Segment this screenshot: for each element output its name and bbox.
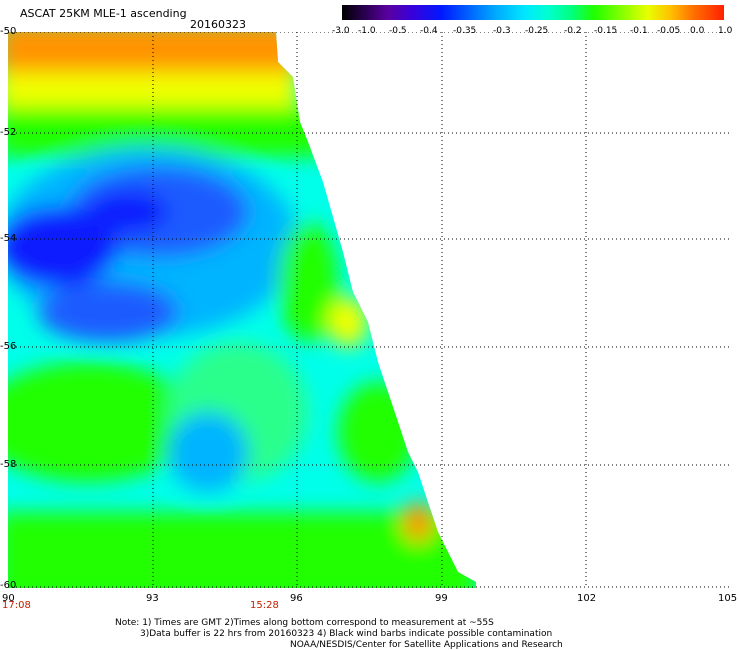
colorbar-tick: 1.0 (718, 26, 733, 36)
colorbar-tick: -0.4 (420, 26, 438, 36)
green-band-south (8, 512, 476, 588)
colorbar-tick: -0.5 (389, 26, 407, 36)
colorbar-tick: -0.25 (525, 26, 549, 36)
lat-label: -58 (0, 459, 17, 470)
map-date: 20160323 (190, 18, 246, 31)
yellow-east (328, 297, 368, 347)
colorbar-tick: -1.0 (358, 26, 376, 36)
lat-label: -56 (0, 341, 17, 352)
green-band-southwest (8, 362, 198, 482)
colorbar-tick: -0.1 (630, 26, 648, 36)
lon-label: 96 (290, 593, 303, 604)
colorbar-tick: -0.2 (564, 26, 582, 36)
colorbar (342, 5, 724, 20)
time-label: 15:28 (250, 600, 279, 611)
lat-label: -54 (0, 233, 17, 244)
scatterometer-map (8, 32, 731, 588)
orange-spot-south (403, 502, 433, 542)
blue-patch-south (38, 282, 178, 342)
graticule (8, 32, 731, 588)
map-title: ASCAT 25KM MLE-1 ascending (20, 7, 187, 20)
colorbar-tick: 0.0 (690, 26, 705, 36)
darkblue-patch (8, 207, 118, 287)
lightblue-center (168, 412, 248, 492)
lon-label: 105 (718, 593, 738, 604)
colorbar-tick: -0.35 (453, 26, 477, 36)
lat-label: -50 (0, 26, 17, 37)
lat-label: -52 (0, 127, 17, 138)
green-east (338, 382, 418, 482)
lon-label: 99 (435, 593, 448, 604)
colorbar-tick: -3.0 (332, 26, 350, 36)
footnote-credit: NOAA/NESDIS/Center for Satellite Applica… (290, 640, 563, 650)
lon-label: 90 (2, 593, 15, 604)
colorbar-tick: -0.3 (493, 26, 511, 36)
green-east-edge (278, 222, 338, 342)
colorbar-tick: -0.15 (594, 26, 618, 36)
darkblue-core (88, 192, 168, 232)
lat-label: -60 (0, 580, 17, 591)
footnote-line-2: 3)Data buffer is 22 hrs from 20160323 4)… (140, 629, 553, 639)
footnote-line-1: Note: 1) Times are GMT 2)Times along bot… (115, 618, 494, 628)
colorbar-tick: -0.05 (657, 26, 681, 36)
lon-label: 102 (577, 593, 597, 604)
lon-label: 93 (146, 593, 159, 604)
time-label: 17:08 (2, 600, 31, 611)
